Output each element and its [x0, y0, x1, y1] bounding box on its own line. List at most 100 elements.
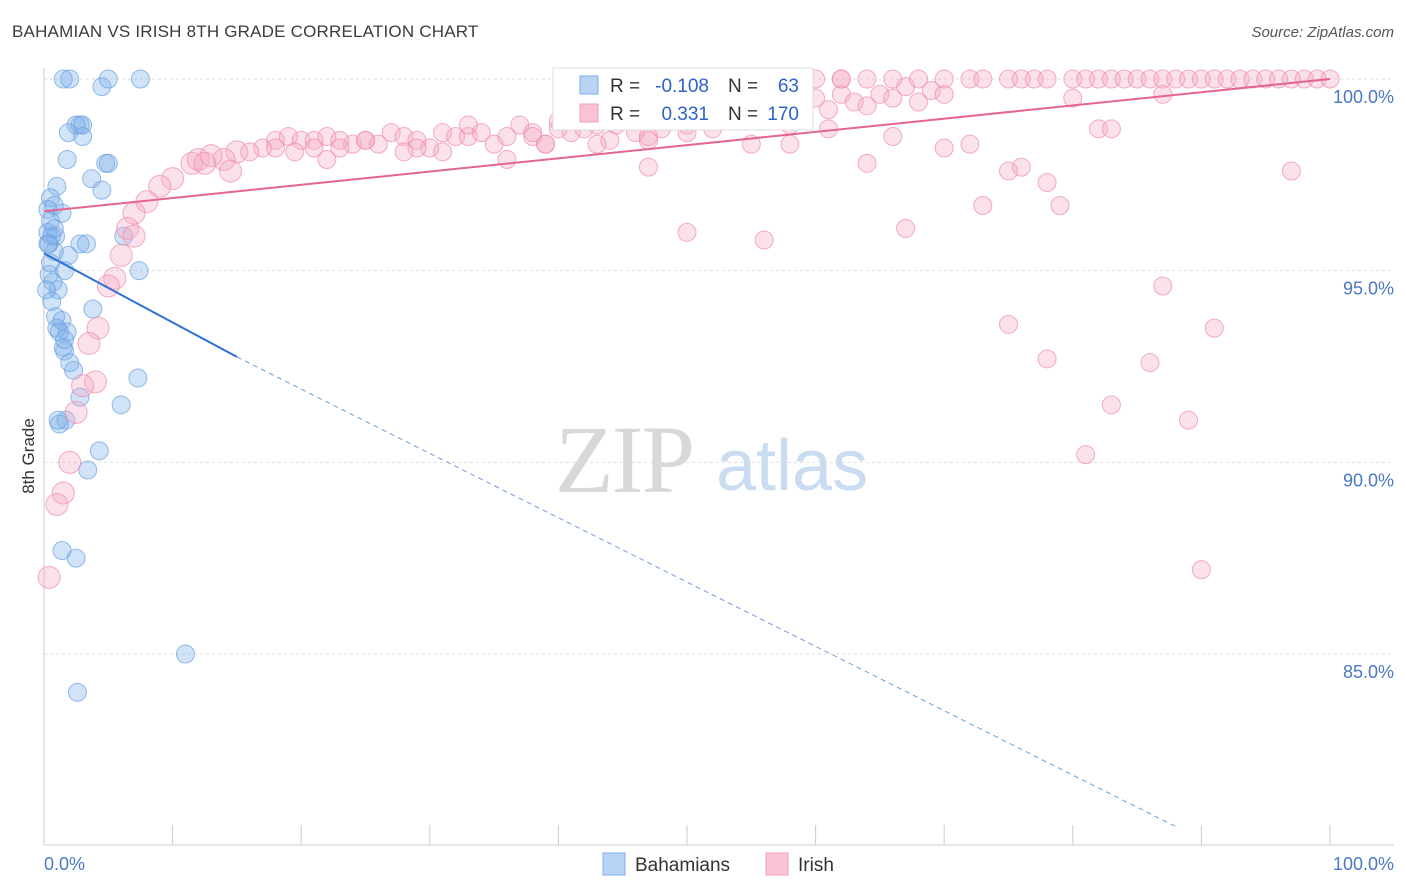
irish-point — [934, 69, 954, 89]
gridlines — [44, 78, 1394, 655]
irish-point — [1281, 161, 1301, 181]
bahamian-point — [58, 245, 78, 265]
bahamian-point — [57, 322, 77, 342]
irish-point — [285, 142, 305, 162]
irish-point — [77, 332, 101, 355]
irish-point — [1063, 88, 1083, 108]
irish-point — [934, 84, 954, 104]
irish-point — [103, 266, 127, 290]
irish-point — [908, 69, 928, 89]
bottom-legend-swatch-bahamians — [602, 852, 626, 876]
bahamian-point — [76, 234, 96, 254]
bahamian-point — [60, 353, 80, 373]
irish-point — [908, 92, 928, 112]
bahamian-point — [175, 644, 195, 664]
irish-point — [109, 243, 133, 267]
irish-point — [304, 138, 324, 158]
irish-point — [960, 134, 980, 154]
bahamian-point — [57, 150, 77, 169]
irish-point — [186, 148, 210, 171]
bahamian-trend-extension — [236, 356, 1176, 827]
legend-swatch-bahamians — [579, 75, 599, 95]
chart-title: BAHAMIAN VS IRISH 8TH GRADE CORRELATION … — [12, 22, 479, 41]
irish-point — [58, 450, 82, 474]
legend-n-label-irish: N = — [728, 104, 758, 125]
irish-point — [883, 127, 903, 146]
legend-r-label-bahamians: R = — [610, 76, 640, 97]
bahamian-point — [89, 441, 109, 461]
irish-point — [497, 127, 517, 146]
irish-point — [1011, 157, 1031, 177]
irish-point — [86, 316, 110, 340]
irish-point — [433, 123, 453, 143]
irish-point — [193, 151, 217, 175]
irish-point — [497, 150, 517, 169]
irish-point — [122, 224, 146, 248]
irish-point — [116, 217, 140, 240]
irish-point — [51, 481, 75, 505]
irish-point — [71, 374, 95, 398]
irish-point — [37, 565, 61, 589]
bahamian-point — [128, 368, 148, 388]
irish-trend-line — [43, 78, 1331, 213]
irish-point — [381, 123, 401, 143]
axes — [43, 68, 1394, 846]
bahamian-point — [58, 123, 78, 143]
irish-point — [265, 130, 285, 150]
irish-point — [896, 219, 916, 238]
irish-point — [433, 142, 453, 162]
bahamian-point — [48, 410, 68, 430]
irish-point — [317, 150, 337, 169]
bahamian-point — [114, 226, 134, 246]
bottom-legend-label-irish: Irish — [798, 855, 834, 876]
bahamian-point — [53, 69, 73, 89]
irish-point — [330, 138, 350, 158]
irish-point — [394, 142, 414, 162]
x-tick-min: 0.0% — [44, 854, 85, 874]
bahamian-point — [55, 330, 75, 350]
series-legend: Bahamians Irish — [602, 852, 834, 876]
bahamian-point — [129, 261, 149, 281]
y-axis-label: 8th Grade — [19, 418, 38, 494]
bahamian-point — [70, 234, 90, 254]
irish-point — [536, 134, 556, 154]
irish-point — [304, 130, 324, 150]
legend-n-value-bahamians: 63 — [778, 76, 799, 97]
irish-point — [148, 174, 172, 198]
bahamian-trend-line — [43, 252, 238, 358]
bahamian-point — [67, 682, 87, 702]
irish-point — [818, 100, 838, 120]
irish-point — [1140, 353, 1160, 373]
legend-n-value-irish: 170 — [767, 104, 799, 125]
bahamian-point — [66, 548, 86, 568]
irish-point — [1101, 395, 1121, 415]
irish-point — [999, 161, 1018, 181]
irish-point — [212, 148, 236, 171]
irish-point — [96, 274, 120, 298]
irish-point — [921, 81, 941, 100]
source-credit: Source: ZipAtlas.com — [1251, 24, 1394, 41]
irish-point — [1153, 276, 1173, 296]
irish-point — [458, 127, 478, 146]
irish-point — [265, 138, 285, 158]
irish-point — [870, 84, 890, 104]
irish-point — [1191, 560, 1211, 580]
irish-point — [1037, 173, 1057, 192]
bahamian-point — [130, 69, 150, 89]
irish-point — [831, 69, 851, 89]
y-tick-label: 95.0% — [1343, 279, 1394, 299]
bahamian-point — [98, 69, 118, 89]
bahamian-point — [47, 176, 67, 196]
irish-point — [754, 230, 774, 250]
x-tick-max: 100.0% — [1333, 854, 1394, 874]
irish-point — [818, 119, 838, 139]
irish-point — [587, 134, 607, 154]
bottom-legend-swatch-irish — [765, 852, 789, 876]
bahamian-point — [111, 395, 131, 415]
irish-point — [161, 167, 185, 191]
irish-point — [1179, 410, 1199, 430]
data-points — [37, 69, 1340, 702]
irish-point — [857, 96, 877, 116]
irish-point — [1204, 318, 1224, 338]
